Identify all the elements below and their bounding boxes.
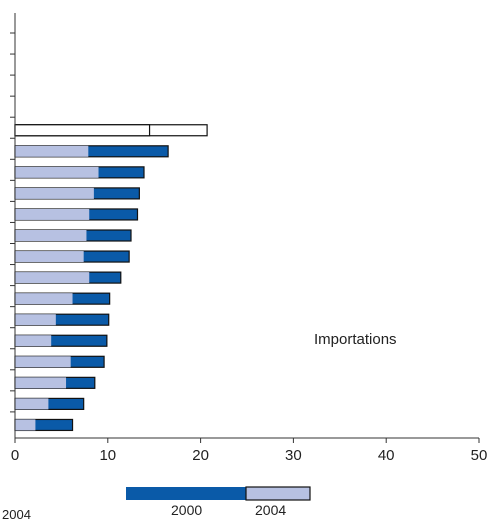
bar-2000-row-10 [15,230,87,241]
x-tick-label: 40 [378,447,395,464]
bar-2000-row-13 [15,293,73,305]
bar-2000-row-11 [15,251,84,263]
bar-2000-row-12 [15,272,90,284]
bar-2000-row-14 [15,314,56,326]
x-tick-label: 20 [192,447,209,464]
bar-2000-row-8 [15,187,94,199]
bar-2000-row-16 [15,356,71,368]
legend-label-2004: 2004 [255,502,286,518]
legend-swatch-2000 [126,487,246,500]
legend-swatch-2004 [245,486,311,501]
x-tick-label: 30 [285,447,302,464]
bar-2000-row-19 [15,419,36,431]
legend: 2000 2004 [126,486,311,518]
bar-2000-row-15 [15,335,52,347]
annotation-importations: Importations [314,331,397,348]
bar-2000-row-17 [15,377,67,389]
bar-2000-row-5 [14,124,151,137]
bars-group [14,124,208,432]
corner-label-2004: 2004 [2,507,31,519]
legend-label-2000: 2000 [171,502,202,518]
bar-2000-row-7 [15,166,99,178]
x-tick-label: 10 [99,447,116,464]
bar-2000-row-18 [15,398,49,410]
y-ticks-group [10,32,15,413]
x-tick-label: 50 [471,447,488,464]
bar-2000-row-6 [15,145,89,157]
x-tick-label: 0 [11,447,19,464]
x-ticks-group: 0 10 20 30 40 50 [11,438,488,464]
bar-2000-row-9 [15,208,90,220]
